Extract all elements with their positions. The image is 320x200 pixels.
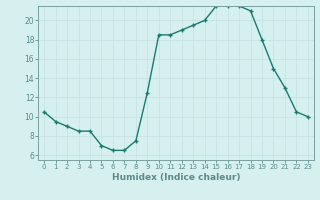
X-axis label: Humidex (Indice chaleur): Humidex (Indice chaleur) (112, 173, 240, 182)
